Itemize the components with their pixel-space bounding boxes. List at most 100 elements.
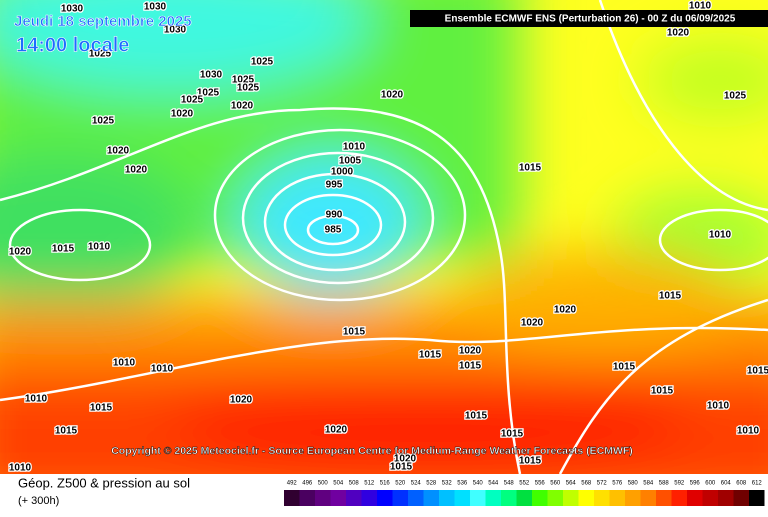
isobar-label: 1020 — [667, 28, 690, 39]
scale-swatch — [594, 490, 610, 506]
scale-label: 604 — [721, 481, 732, 487]
isobar-label: 1020 — [125, 165, 148, 176]
scale-label: 556 — [535, 481, 546, 487]
scale-swatch — [315, 490, 331, 506]
scale-label: 500 — [318, 481, 329, 487]
isobar-label: 1030 — [61, 4, 84, 15]
scale-label: 492 — [287, 481, 298, 487]
isobar-label: 1025 — [251, 57, 274, 68]
scale-label: 536 — [457, 481, 468, 487]
scale-swatch — [749, 490, 765, 506]
isobar-label: 1015 — [343, 327, 366, 338]
isobar-label: 1025 — [197, 88, 220, 99]
isobar-label: 1025 — [232, 75, 255, 86]
scale-swatch — [423, 490, 439, 506]
isobar-label: 1015 — [501, 429, 524, 440]
isobar-label: 1010 — [689, 1, 712, 12]
scale-swatch — [609, 490, 625, 506]
isobar-label: 1015 — [519, 163, 542, 174]
scale-swatch — [408, 490, 424, 506]
scale-label: 612 — [752, 481, 763, 487]
isobar-label: 1025 — [89, 49, 112, 60]
scale-label: 600 — [705, 481, 716, 487]
scale-label: 508 — [349, 481, 360, 487]
isobar-label: 1030 — [164, 25, 187, 36]
footer-lead: (+ 300h) — [18, 495, 59, 507]
scale-label: 564 — [566, 481, 577, 487]
scale-label: 532 — [442, 481, 453, 487]
valid-time: 14:00 locale — [16, 34, 129, 56]
scale-label: 504 — [333, 481, 344, 487]
isobar-label: 1015 — [55, 426, 78, 437]
isobar-label: 1025 — [92, 116, 115, 127]
isobar-label: 995 — [326, 180, 343, 191]
model-run: Ensemble ECMWF ENS (Perturbation 26) - 0… — [445, 14, 736, 25]
isobar-label: 1025 — [237, 83, 260, 94]
isobar-label: 1010 — [707, 401, 730, 412]
scale-swatch — [501, 490, 517, 506]
isobar-label: 1010 — [151, 364, 174, 375]
isobar-label: 1015 — [613, 362, 636, 373]
isobar-label: 1010 — [113, 358, 136, 369]
isobar-label: 1010 — [343, 142, 366, 153]
scale-swatch — [361, 490, 377, 506]
scale-label: 592 — [674, 481, 685, 487]
isobar-label: 985 — [325, 225, 342, 236]
scale-label: 568 — [581, 481, 592, 487]
scale-label: 528 — [426, 481, 437, 487]
isobar-label: 1020 — [325, 425, 348, 436]
isobar-label: 1020 — [394, 454, 417, 465]
scale-label: 576 — [612, 481, 623, 487]
valid-date: Jeudi 18 septembre 2025 — [14, 13, 192, 30]
scale-swatch — [532, 490, 548, 506]
isobar-label: 1015 — [90, 403, 113, 414]
scale-swatch — [439, 490, 455, 506]
scale-swatch — [563, 490, 579, 506]
scale-swatch — [640, 490, 656, 506]
scale-label: 608 — [736, 481, 747, 487]
isobar-label: 1015 — [52, 244, 75, 255]
scale-label: 596 — [690, 481, 701, 487]
color-scale: 492 496 500 504 508 512 516 520 524 528 532 536 540 5… — [284, 481, 765, 506]
isobar-label: 1015 — [465, 411, 488, 422]
scale-swatch — [547, 490, 563, 506]
copyright: Copyright © 2025 Meteociel.fr - Source E… — [111, 445, 633, 457]
isobar-label: 1010 — [9, 463, 32, 474]
isobar-label: 1015 — [747, 366, 768, 377]
isobar-label: 1025 — [724, 91, 747, 102]
scale-swatch — [718, 490, 734, 506]
scale-label: 552 — [519, 481, 530, 487]
isobar-label: 1030 — [200, 70, 223, 81]
scale-swatch — [392, 490, 408, 506]
scale-swatch — [702, 490, 718, 506]
scale-label: 572 — [597, 481, 608, 487]
isobar-label: 1020 — [230, 395, 253, 406]
isobar-label: 1020 — [107, 146, 130, 157]
isobar-label: 1025 — [181, 95, 204, 106]
scale-swatch — [470, 490, 486, 506]
isobar-label: 1020 — [9, 247, 32, 258]
isobar-label: 1010 — [737, 426, 760, 437]
scale-swatch — [284, 490, 300, 506]
isobar-label: 1020 — [381, 90, 404, 101]
scale-label: 520 — [395, 481, 406, 487]
scale-label: 544 — [488, 481, 499, 487]
scale-swatch — [578, 490, 594, 506]
isobar-label: 1020 — [459, 346, 482, 357]
scale-swatch — [687, 490, 703, 506]
isobar-label: 1010 — [88, 242, 111, 253]
scale-swatch — [656, 490, 672, 506]
scale-label: 560 — [550, 481, 561, 487]
header-box — [410, 10, 768, 27]
scale-label: 580 — [628, 481, 639, 487]
isobar-label: 1020 — [521, 318, 544, 329]
isobar-label: 1015 — [459, 361, 482, 372]
scale-label: 588 — [659, 481, 670, 487]
isobar-label: 1010 — [709, 230, 732, 241]
isobar-label: 990 — [326, 210, 343, 221]
scale-label: 540 — [473, 481, 484, 487]
footer-title: Géop. Z500 & pression au sol — [18, 475, 190, 490]
scale-swatch — [454, 490, 470, 506]
